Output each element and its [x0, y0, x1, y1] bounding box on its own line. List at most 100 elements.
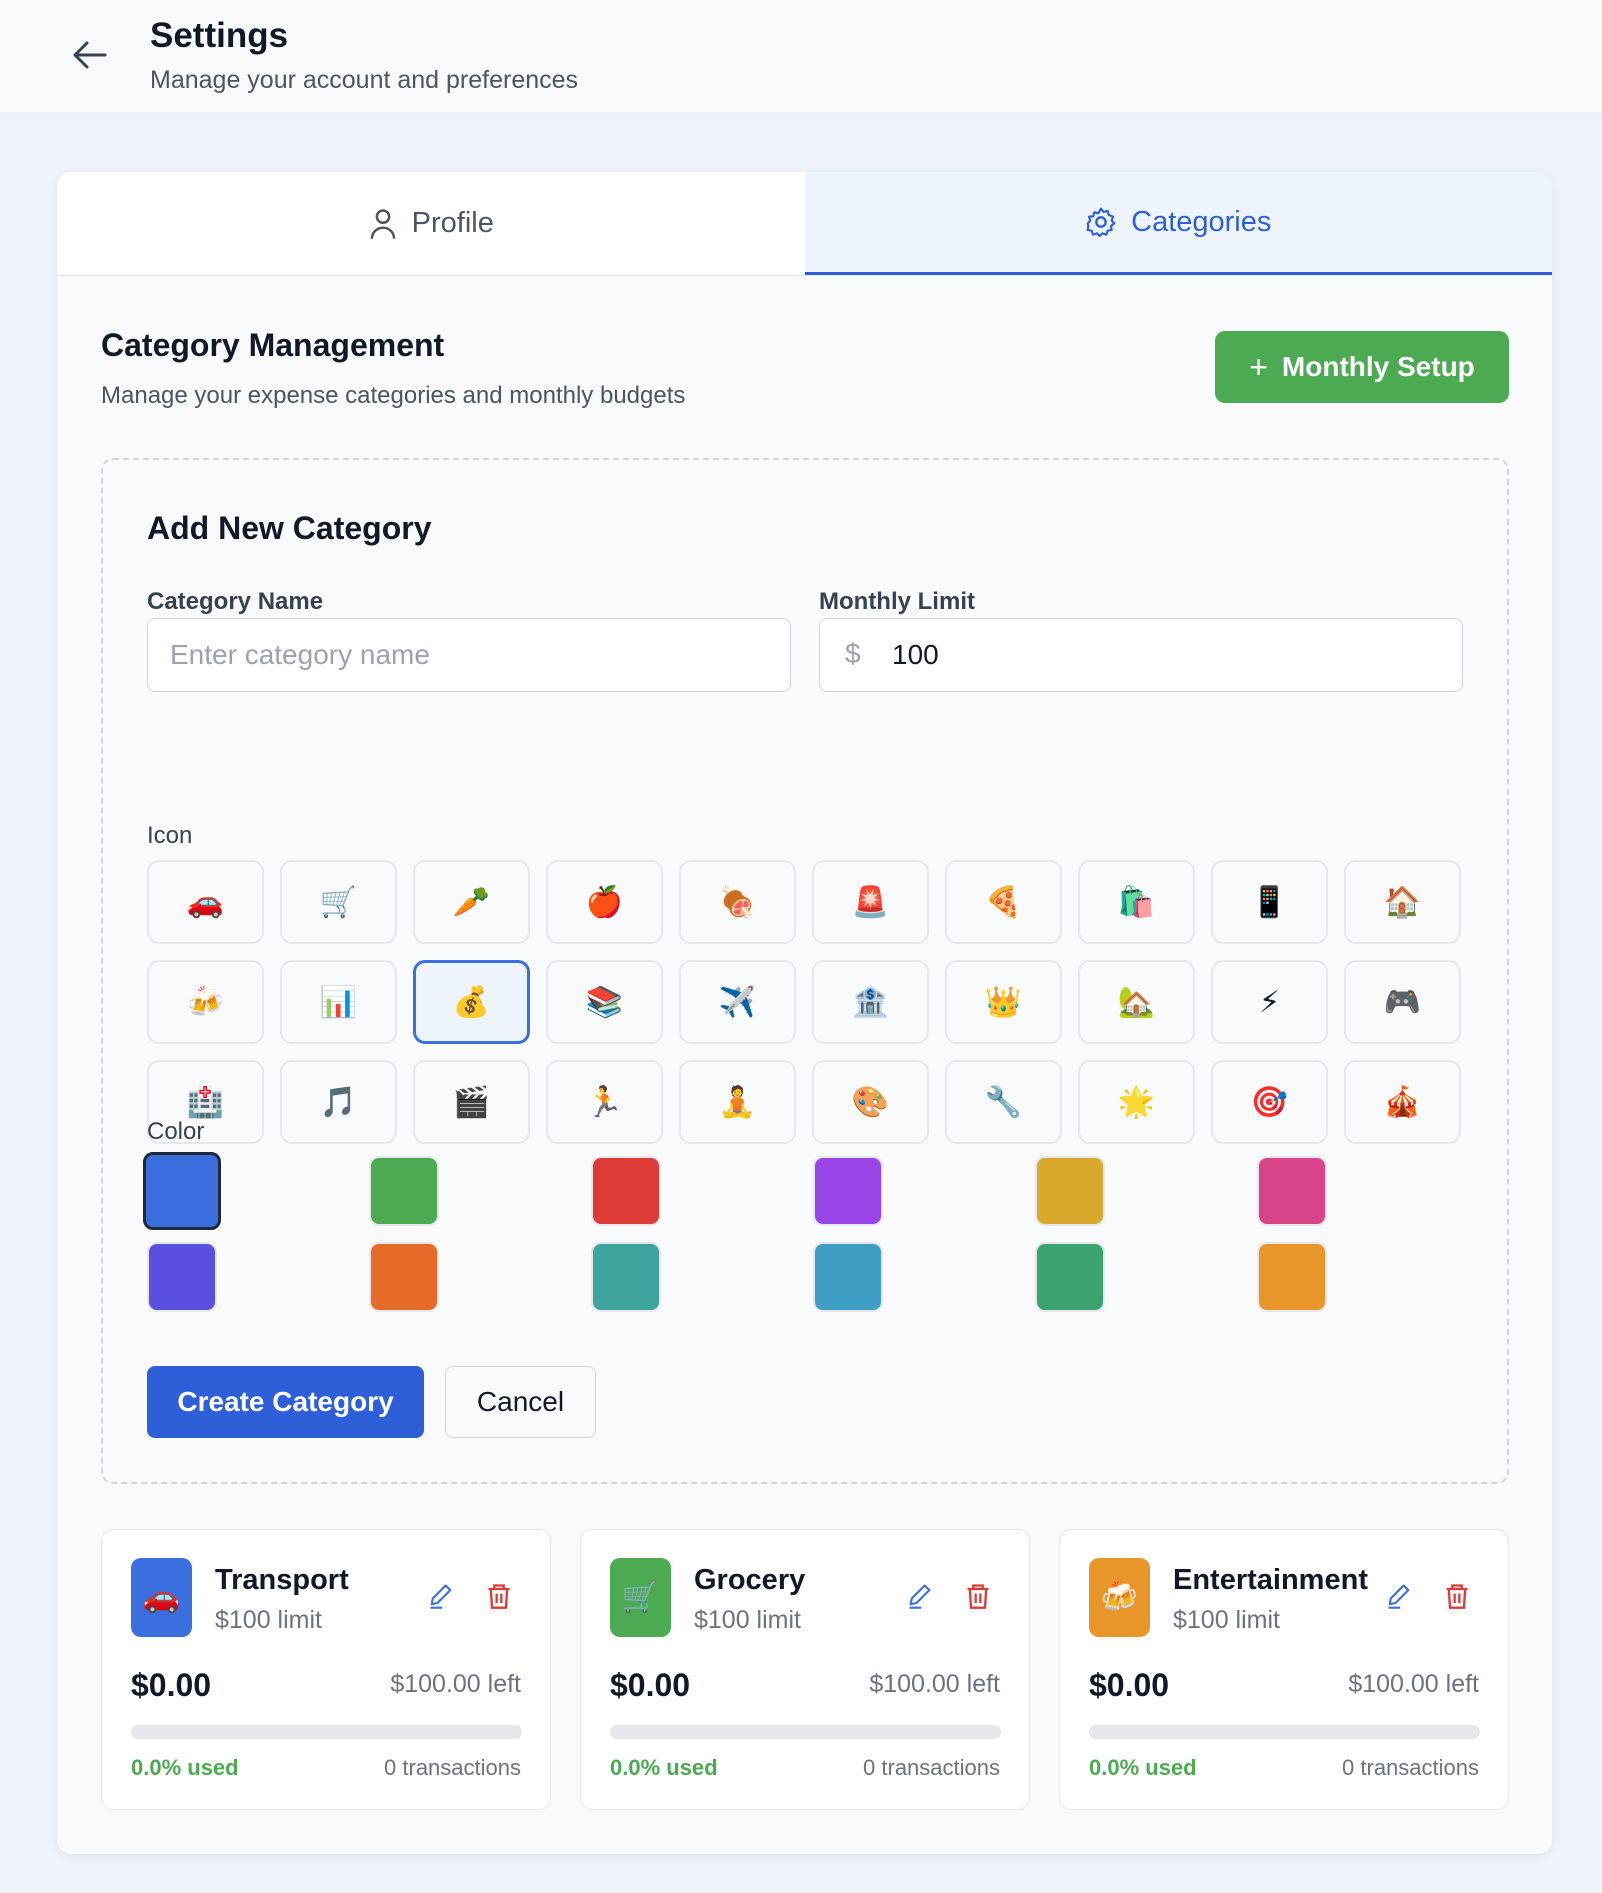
icon-label: Icon: [147, 822, 193, 849]
form-title: Add New Category: [147, 510, 432, 546]
icon-option[interactable]: 📊: [280, 960, 397, 1044]
section-title: Category Management: [101, 327, 445, 363]
icon-option[interactable]: 🚨: [812, 860, 929, 944]
icon-option[interactable]: 🛍️: [1078, 860, 1195, 944]
page-subtitle: Manage your account and preferences: [150, 66, 579, 94]
edit-icon[interactable]: [427, 1582, 455, 1610]
tab-categories[interactable]: Categories: [804, 172, 1552, 275]
header: Settings Manage your account and prefere…: [0, 0, 1602, 113]
spent-amount: $0.00: [1089, 1667, 1170, 1703]
icon-option[interactable]: 🧘: [679, 1060, 796, 1144]
transaction-count: 0 transactions: [863, 1755, 1000, 1780]
icon-option[interactable]: 🏦: [812, 960, 929, 1044]
tab-label: Categories: [1131, 205, 1272, 238]
tab-bar: Profile Categories: [57, 172, 1552, 276]
icon-option[interactable]: 🏥: [147, 1060, 264, 1144]
category-icon: 🍻: [1089, 1558, 1150, 1637]
currency-symbol: $: [845, 638, 861, 669]
color-picker: [143, 1152, 1327, 1312]
icon-option[interactable]: 🍖: [679, 860, 796, 944]
category-card: 🛒 Grocery $100 limit $0.00 $100.00 left …: [580, 1529, 1030, 1810]
color-swatch[interactable]: [591, 1242, 661, 1312]
category-name: Entertainment: [1173, 1564, 1368, 1596]
icon-option[interactable]: 💰: [413, 960, 530, 1044]
category-card: 🍻 Entertainment $100 limit $0.00 $100.00…: [1059, 1529, 1509, 1810]
create-category-button[interactable]: Create Category: [147, 1366, 424, 1438]
icon-option[interactable]: 🎨: [812, 1060, 929, 1144]
icon-option[interactable]: 🍎: [546, 860, 663, 944]
color-swatch[interactable]: [1035, 1156, 1105, 1226]
color-swatch[interactable]: [813, 1156, 883, 1226]
category-limit: $100 limit: [694, 1606, 801, 1634]
category-name: Transport: [215, 1564, 349, 1596]
color-swatch[interactable]: [369, 1242, 439, 1312]
icon-option[interactable]: 🥕: [413, 860, 530, 944]
color-swatch[interactable]: [1257, 1242, 1327, 1312]
settings-card: Profile Categories Category Management M…: [57, 172, 1552, 1854]
color-swatch[interactable]: [813, 1242, 883, 1312]
color-swatch[interactable]: [369, 1156, 439, 1226]
icon-option[interactable]: ✈️: [679, 960, 796, 1044]
trash-icon[interactable]: [485, 1582, 513, 1610]
icon-option[interactable]: 🛒: [280, 860, 397, 944]
plus-icon: +: [1249, 348, 1268, 385]
spent-amount: $0.00: [131, 1667, 212, 1703]
icon-option[interactable]: 🏃: [546, 1060, 663, 1144]
budget-progress-bar: [131, 1725, 522, 1739]
icon-option[interactable]: 📱: [1211, 860, 1328, 944]
transaction-count: 0 transactions: [1342, 1755, 1479, 1780]
icon-option[interactable]: 🚗: [147, 860, 264, 944]
used-percent: 0.0% used: [1089, 1755, 1197, 1780]
monthly-setup-button[interactable]: + Monthly Setup: [1215, 331, 1509, 403]
icon-option[interactable]: ⚡: [1211, 960, 1328, 1044]
transaction-count: 0 transactions: [384, 1755, 521, 1780]
edit-icon[interactable]: [906, 1582, 934, 1610]
back-arrow-icon[interactable]: [72, 40, 108, 70]
color-swatch[interactable]: [147, 1242, 217, 1312]
category-name-label: Category Name: [147, 588, 324, 615]
spent-amount: $0.00: [610, 1667, 691, 1703]
color-label: Color: [147, 1118, 205, 1145]
trash-icon[interactable]: [1443, 1582, 1471, 1610]
color-swatch[interactable]: [591, 1156, 661, 1226]
category-card: 🚗 Transport $100 limit $0.00 $100.00 lef…: [101, 1529, 551, 1810]
tab-profile[interactable]: Profile: [57, 172, 805, 275]
monthly-setup-label: Monthly Setup: [1281, 351, 1475, 382]
icon-option[interactable]: 👑: [945, 960, 1062, 1044]
category-limit: $100 limit: [1173, 1606, 1280, 1634]
remaining-amount: $100.00 left: [390, 1670, 521, 1698]
color-swatch[interactable]: [143, 1152, 221, 1230]
color-swatch[interactable]: [1257, 1156, 1327, 1226]
icon-option[interactable]: 🎬: [413, 1060, 530, 1144]
gear-icon: [1086, 207, 1116, 238]
page-title: Settings: [150, 16, 289, 55]
edit-icon[interactable]: [1385, 1582, 1413, 1610]
icon-option[interactable]: 🎵: [280, 1060, 397, 1144]
tab-label: Profile: [411, 207, 494, 239]
icon-option[interactable]: 🎯: [1211, 1060, 1328, 1144]
icon-picker: 🚗 🛒 🥕 🍎 🍖 🚨 🍕 🛍️ 📱 🏠 🍻 📊 💰 📚 ✈️ 🏦 👑 🏡 ⚡ 🎮 🏥 🎵 🎬 🏃 🧘 🎨 🔧 🌟 🎯 🎪: [147, 860, 1461, 1144]
icon-option[interactable]: 🌟: [1078, 1060, 1195, 1144]
remaining-amount: $100.00 left: [1348, 1670, 1479, 1698]
icon-option[interactable]: 🔧: [945, 1060, 1062, 1144]
icon-option[interactable]: 🎪: [1344, 1060, 1461, 1144]
color-swatch[interactable]: [1035, 1242, 1105, 1312]
category-name: Grocery: [694, 1564, 806, 1596]
icon-option[interactable]: 📚: [546, 960, 663, 1044]
icon-option[interactable]: 🍕: [945, 860, 1062, 944]
used-percent: 0.0% used: [131, 1755, 239, 1780]
section-subtitle: Manage your expense categories and month…: [101, 382, 686, 409]
icon-option[interactable]: 🎮: [1344, 960, 1461, 1044]
budget-progress-bar: [1089, 1725, 1480, 1739]
add-category-form: Add New Category Category Name Monthly L…: [101, 458, 1509, 1484]
monthly-limit-input[interactable]: [819, 618, 1463, 692]
cancel-button[interactable]: Cancel: [445, 1366, 596, 1438]
trash-icon[interactable]: [964, 1582, 992, 1610]
budget-progress-bar: [610, 1725, 1001, 1739]
icon-option[interactable]: 🏡: [1078, 960, 1195, 1044]
category-icon: 🛒: [610, 1558, 671, 1637]
category-name-input[interactable]: [147, 618, 791, 692]
icon-option[interactable]: 🏠: [1344, 860, 1461, 944]
category-limit: $100 limit: [215, 1606, 322, 1634]
icon-option[interactable]: 🍻: [147, 960, 264, 1044]
